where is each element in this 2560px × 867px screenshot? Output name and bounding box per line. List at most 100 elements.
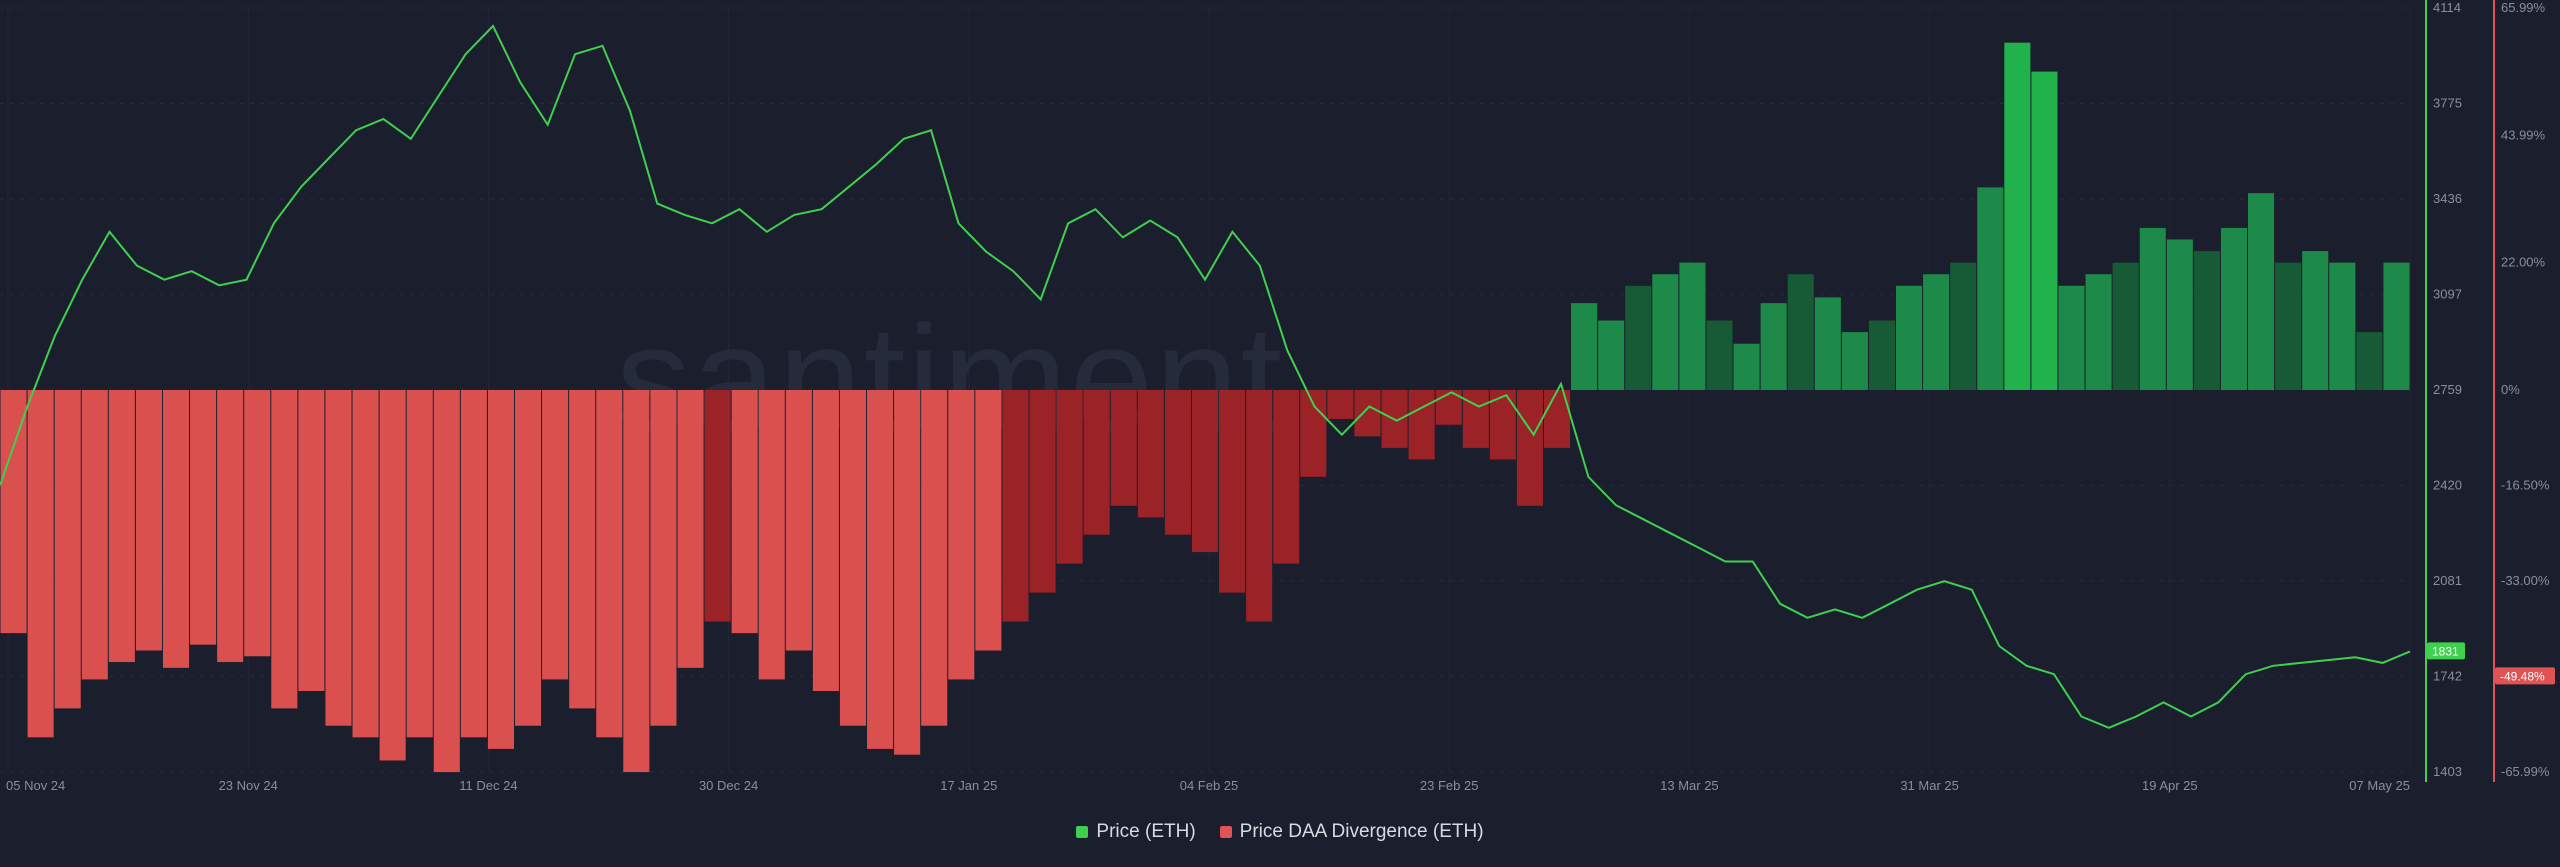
divergence-bar [2383,262,2410,390]
divergence-bar [542,390,569,680]
divergence-bar [650,390,677,726]
divergence-tick-label: 22.00% [2501,255,2546,270]
divergence-bar [704,390,731,622]
x-tick-label: 13 Mar 25 [1660,778,1719,793]
divergence-bar [1923,274,1950,390]
divergence-bar [2356,332,2383,390]
divergence-bar [108,390,135,663]
price-axis-ticks: 4114 3775 3436 3097 2759 2420 2081 1742 1403 [2433,0,2462,779]
price-tick-label: 2081 [2433,573,2462,588]
svg-text:1831: 1831 [2432,644,2459,658]
divergence-bar [1841,332,1868,390]
divergence-bar [1164,390,1191,535]
divergence-bar [1571,303,1598,390]
x-tick-label: 19 Apr 25 [2142,778,2198,793]
divergence-bar [1246,390,1273,622]
divergence-bar [27,390,54,738]
divergence-bar [1191,390,1219,553]
divergence-bar [1029,390,1056,593]
divergence-bar [81,390,108,680]
divergence-tick-label: 43.99% [2501,127,2546,142]
price-tick-label: 3436 [2433,191,2462,206]
divergence-tick-label: -16.50% [2501,478,2550,493]
divergence-bar [2302,251,2329,390]
divergence-bar [1110,390,1137,506]
current-divergence-badge: -49.48% [2495,667,2555,685]
divergence-bar [569,390,596,709]
divergence-bar [514,390,542,726]
divergence-bar [406,390,433,738]
divergence-bar [812,390,839,692]
divergence-tick-label: 65.99% [2501,0,2546,15]
divergence-bar [1950,262,1977,390]
divergence-bar [379,390,406,761]
divergence-bar [1137,390,1164,518]
divergence-bar [596,390,623,738]
divergence-bar [460,390,487,738]
price-tick-label: 1403 [2433,764,2462,779]
divergence-bar [1787,274,1814,390]
divergence-bar [1625,285,1652,390]
legend-item-divergence[interactable]: Price DAA Divergence (ETH) [1219,821,1484,843]
divergence-bar [2031,71,2058,391]
divergence-bar [1868,320,1896,390]
divergence-bar [1002,390,1029,622]
divergence-bar [325,390,352,726]
divergence-tick-label: -65.99% [2501,764,2550,779]
price-tick-label: 3097 [2433,287,2462,302]
divergence-bar [758,390,785,680]
x-tick-label: 23 Nov 24 [219,778,278,793]
divergence-bar [1679,262,1706,390]
divergence-bar [2139,227,2166,390]
divergence-bar [1408,390,1435,460]
divergence-bar [677,390,704,668]
divergence-bar [2248,193,2275,390]
price-tick-label: 3775 [2433,96,2462,111]
divergence-bar [948,390,975,680]
x-tick-label: 04 Feb 25 [1180,778,1239,793]
divergence-bar [2275,262,2302,390]
divergence-bar [352,390,379,738]
divergence-bar [244,390,271,657]
divergence-bar [1706,320,1733,390]
price-tick-label: 2759 [2433,382,2462,397]
divergence-bar [1760,303,1787,390]
price-line [0,24,2411,729]
divergence-tick-label: 0% [2501,382,2520,397]
divergence-bar [2058,285,2085,390]
divergence-bar [623,390,650,773]
divergence-bar [894,390,921,755]
divergence-bar [1598,320,1625,390]
divergence-bar [190,390,217,645]
x-tick-label: 31 Mar 25 [1900,778,1959,793]
legend-label-divergence: Price DAA Divergence (ETH) [1239,821,1484,842]
x-axis-ticks: 05 Nov 24 23 Nov 24 11 Dec 24 30 Dec 24 17 J… [6,778,2410,793]
divergence-bar [1462,390,1489,448]
divergence-bar [2085,274,2112,390]
divergence-bar [0,390,27,634]
legend: Price (ETH) Price DAA Divergence (ETH) [0,821,2560,843]
divergence-bar [298,390,325,692]
divergence-bar [867,390,894,749]
divergence-bar [487,390,514,749]
divergence-bar [2220,227,2248,390]
svg-text:-49.48%: -49.48% [2500,669,2545,683]
divergence-bar [1083,390,1110,535]
divergence-bar [135,390,162,651]
divergence-bar [1516,390,1543,506]
divergence-bar [217,390,244,663]
divergence-bar [2166,239,2193,390]
price-tick-label: 4114 [2433,0,2461,15]
divergence-bar [2112,262,2139,390]
legend-item-price[interactable]: Price (ETH) [1076,821,1196,843]
divergence-bar [1814,297,1841,390]
divergence-bar [1977,187,2004,390]
divergence-bar [785,390,812,651]
divergence-tick-label: -33.00% [2501,573,2550,588]
divergence-bar [2329,262,2356,390]
divergence-bar [1273,390,1300,564]
legend-swatch-price [1076,826,1089,838]
divergence-bar [1652,274,1679,390]
divergence-axis-ticks: 65.99% 43.99% 22.00% 0% -16.50% -33.00% -49.48… [2501,0,2550,779]
divergence-bar [433,390,460,773]
